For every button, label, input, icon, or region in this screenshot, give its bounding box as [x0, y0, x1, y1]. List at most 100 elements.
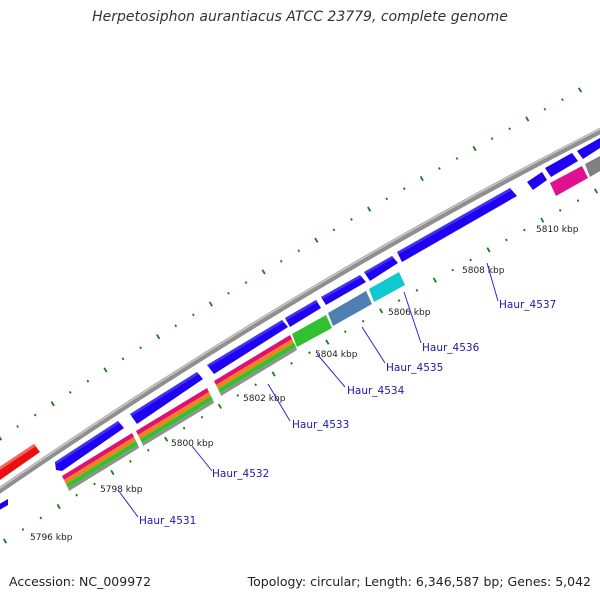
cds-haur-4536[interactable]	[364, 256, 398, 281]
cds-feature-right-1[interactable]	[527, 172, 547, 190]
ring-tick	[308, 351, 311, 355]
gene-label-haur-4534[interactable]: Haur_4534	[347, 385, 405, 397]
ring-tick	[343, 330, 347, 334]
tick-label-5806: 5806 kbp	[388, 308, 431, 318]
backbone-highlight	[0, 128, 600, 490]
ring-tick	[146, 448, 150, 452]
gene-label-haur-4531[interactable]: Haur_4531	[139, 515, 196, 527]
ring-tick	[332, 228, 336, 232]
leader-haur-4535	[361, 326, 386, 364]
ring-tick	[297, 249, 301, 253]
leader-haur-4533	[267, 383, 291, 422]
tick-label-5802: 5802 kbp	[243, 394, 286, 404]
ring-tick	[164, 436, 169, 442]
ring-tick	[86, 379, 90, 383]
ring-tick	[314, 237, 319, 243]
ring-tick	[438, 167, 441, 170]
backbone-arc	[0, 127, 600, 494]
ring-tick	[379, 308, 384, 314]
domain-band-right-2	[585, 156, 600, 177]
cds-haur-4535[interactable]	[321, 275, 366, 305]
ring-tick	[103, 367, 108, 373]
ring-tick	[93, 482, 96, 486]
ring-tick	[419, 175, 424, 182]
genome-stats-text: Topology: circular; Length: 6,346,587 bp…	[247, 574, 591, 589]
ring-tick	[174, 324, 178, 328]
ring-tick	[208, 301, 213, 307]
ring-tick	[525, 116, 530, 122]
domain-band-right	[550, 166, 588, 196]
domain-band-4533	[214, 335, 297, 396]
ring-tick	[490, 137, 494, 141]
ring-tick	[451, 268, 455, 272]
gene-label-haur-4535[interactable]: Haur_4535	[386, 362, 443, 374]
ring-tick	[523, 228, 526, 232]
ring-tick	[271, 371, 276, 377]
ring-tick	[39, 516, 43, 520]
ring-tick	[217, 403, 222, 409]
ring-tick	[261, 269, 266, 275]
cds-feature-left[interactable]	[0, 499, 8, 512]
ring-tick	[505, 238, 508, 242]
ring-tick	[56, 503, 61, 510]
ring-tick	[385, 197, 389, 201]
gene-label-haur-4532[interactable]: Haur_4532	[212, 468, 269, 480]
ring-tick	[361, 319, 365, 323]
domain-band-4535	[328, 291, 372, 326]
domain-band-4534	[292, 315, 332, 347]
ring-tick	[593, 188, 599, 194]
ring-tick	[75, 493, 78, 497]
cds-haur-4532[interactable]	[130, 372, 203, 424]
ring-tick	[472, 145, 477, 152]
ring-tick	[21, 528, 25, 531]
cds-feature-right-2[interactable]	[545, 153, 578, 177]
ring-tick	[290, 361, 293, 365]
leader-haur-4536	[403, 291, 422, 344]
cds-feature-right-3[interactable]	[577, 138, 600, 159]
outer-dot-ring	[0, 87, 583, 441]
tick-label-5796: 5796 kbp	[30, 533, 73, 543]
rna-feature[interactable]	[0, 444, 40, 480]
ring-tick	[540, 217, 545, 223]
ring-tick	[16, 425, 19, 428]
ring-tick	[397, 299, 401, 302]
ring-tick	[432, 277, 437, 283]
accession-text: Accession: NC_009972	[9, 574, 152, 589]
tick-label-5798: 5798 kbp	[100, 485, 143, 495]
ring-tick	[508, 127, 512, 131]
gene-track	[0, 138, 600, 512]
ring-tick	[469, 258, 472, 262]
ring-tick	[455, 157, 459, 160]
ring-tick	[156, 334, 161, 340]
ring-tick	[558, 208, 562, 212]
cds-haur-4533[interactable]	[207, 320, 288, 374]
leader-haur-4532	[191, 445, 213, 472]
tick-label-5804: 5804 kbp	[315, 350, 358, 360]
ring-tick	[279, 259, 283, 263]
ring-tick	[350, 218, 353, 221]
tick-label-5808: 5808 kbp	[462, 266, 505, 276]
ring-tick	[68, 391, 72, 394]
gene-label-haur-4536[interactable]: Haur_4536	[422, 342, 480, 354]
ring-tick	[227, 291, 230, 295]
gene-label-haur-4533[interactable]: Haur_4533	[292, 419, 349, 431]
leader-haur-4531	[117, 489, 139, 518]
gene-label-haur-4537[interactable]: Haur_4537	[499, 299, 556, 311]
ring-tick	[402, 187, 406, 191]
ring-tick	[543, 107, 547, 111]
ring-tick	[561, 98, 564, 102]
cds-haur-4531[interactable]	[55, 421, 124, 471]
ring-tick	[2, 538, 8, 544]
gene-labels: Haur_4531 Haur_4532 Haur_4533 Haur_4534 …	[139, 299, 556, 527]
cds-haur-4537[interactable]	[397, 188, 517, 262]
ring-tick	[139, 346, 142, 350]
ring-tick	[367, 206, 372, 212]
ring-tick	[254, 383, 258, 387]
ring-tick	[236, 394, 240, 397]
domain-band-4532	[136, 388, 214, 446]
ring-tick	[0, 436, 3, 441]
cds-haur-4534[interactable]	[285, 300, 321, 327]
ring-tick	[486, 247, 491, 253]
ring-tick	[325, 339, 330, 345]
